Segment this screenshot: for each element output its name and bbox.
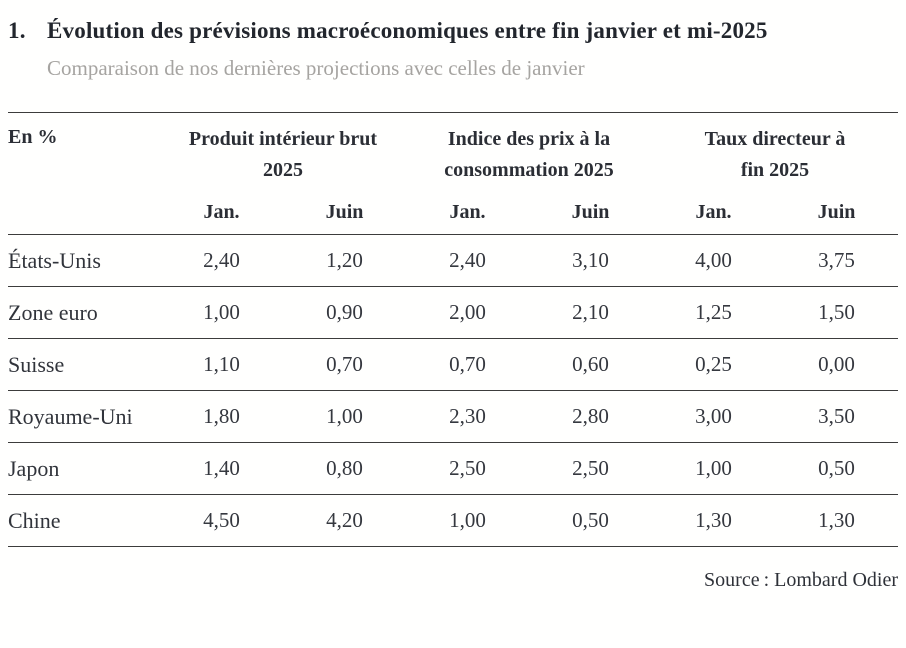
- subheader-gdp-jan: Jan.: [203, 201, 240, 223]
- subheader-rate-jan: Jan.: [695, 201, 732, 223]
- value-cell: 3,00: [695, 404, 732, 428]
- value-cell: 2,40: [203, 248, 240, 272]
- value-cell: 0,50: [572, 508, 609, 532]
- value-cell: 1,00: [695, 456, 732, 480]
- value-cell: 0,70: [449, 352, 486, 376]
- subheader-cpi-juin: Juin: [571, 201, 610, 223]
- subheader-rate-juin: Juin: [817, 201, 856, 223]
- table-group-header-row: En % Produit intérieur brut 2025 Indice …: [8, 113, 898, 191]
- value-cell: 0,50: [818, 456, 855, 480]
- column-group-policy-rate: Taux directeur à fin 2025: [704, 128, 846, 181]
- table-row: Chine 4,50 4,20 1,00 0,50 1,30 1,30: [8, 495, 898, 547]
- table-row: Zone euro 1,00 0,90 2,00 2,10 1,25 1,50: [8, 287, 898, 339]
- value-cell: 1,00: [326, 404, 363, 428]
- source-note: Source : Lombard Odier: [704, 569, 898, 591]
- value-cell: 2,50: [449, 456, 486, 480]
- value-cell: 4,50: [203, 508, 240, 532]
- figure-heading: 1. Évolution des prévisions macroéconomi…: [8, 14, 898, 81]
- value-cell: 3,50: [818, 404, 855, 428]
- value-cell: 3,10: [572, 248, 609, 272]
- value-cell: 1,10: [203, 352, 240, 376]
- value-cell: 4,00: [695, 248, 732, 272]
- figure-subtitle: Comparaison de nos dernières projections…: [47, 56, 585, 80]
- unit-label: En %: [8, 126, 58, 148]
- figure-heading-text: Évolution des prévisions macroéconomique…: [47, 14, 768, 81]
- value-cell: 1,40: [203, 456, 240, 480]
- value-cell: 1,50: [818, 300, 855, 324]
- value-cell: 1,80: [203, 404, 240, 428]
- column-group-gdp: Produit intérieur brut 2025: [188, 128, 378, 181]
- figure-title: Évolution des prévisions macroéconomique…: [47, 18, 768, 43]
- row-label: Japon: [8, 455, 60, 481]
- value-cell: 2,00: [449, 300, 486, 324]
- value-cell: 0,70: [326, 352, 363, 376]
- row-label: Chine: [8, 507, 61, 533]
- value-cell: 1,30: [695, 508, 732, 532]
- value-cell: 1,25: [695, 300, 732, 324]
- value-cell: 0,00: [818, 352, 855, 376]
- value-cell: 1,00: [449, 508, 486, 532]
- forecast-table: En % Produit intérieur brut 2025 Indice …: [8, 112, 898, 547]
- value-cell: 2,80: [572, 404, 609, 428]
- value-cell: 2,10: [572, 300, 609, 324]
- value-cell: 1,30: [818, 508, 855, 532]
- subheader-gdp-juin: Juin: [325, 201, 364, 223]
- value-cell: 1,00: [203, 300, 240, 324]
- column-group-cpi: Indice des prix à la consommation 2025: [444, 128, 614, 181]
- value-cell: 3,75: [818, 248, 855, 272]
- table-row: États-Unis 2,40 1,20 2,40 3,10 4,00 3,75: [8, 235, 898, 287]
- row-label: États-Unis: [8, 247, 101, 273]
- row-label: Royaume-Uni: [8, 403, 133, 429]
- value-cell: 2,50: [572, 456, 609, 480]
- table-row: Royaume-Uni 1,80 1,00 2,30 2,80 3,00 3,5…: [8, 391, 898, 443]
- table-row: Japon 1,40 0,80 2,50 2,50 1,00 0,50: [8, 443, 898, 495]
- value-cell: 4,20: [326, 508, 363, 532]
- table-row: Suisse 1,10 0,70 0,70 0,60 0,25 0,00: [8, 339, 898, 391]
- value-cell: 2,40: [449, 248, 486, 272]
- value-cell: 0,80: [326, 456, 363, 480]
- value-cell: 1,20: [326, 248, 363, 272]
- table-subheader-row: Jan. Juin Jan. Juin Jan. Juin: [8, 191, 898, 235]
- row-label: Zone euro: [8, 299, 98, 325]
- value-cell: 0,25: [695, 352, 732, 376]
- value-cell: 0,90: [326, 300, 363, 324]
- row-label: Suisse: [8, 351, 65, 377]
- value-cell: 2,30: [449, 404, 486, 428]
- value-cell: 0,60: [572, 352, 609, 376]
- figure-number: 1.: [8, 18, 26, 43]
- subheader-cpi-jan: Jan.: [449, 201, 486, 223]
